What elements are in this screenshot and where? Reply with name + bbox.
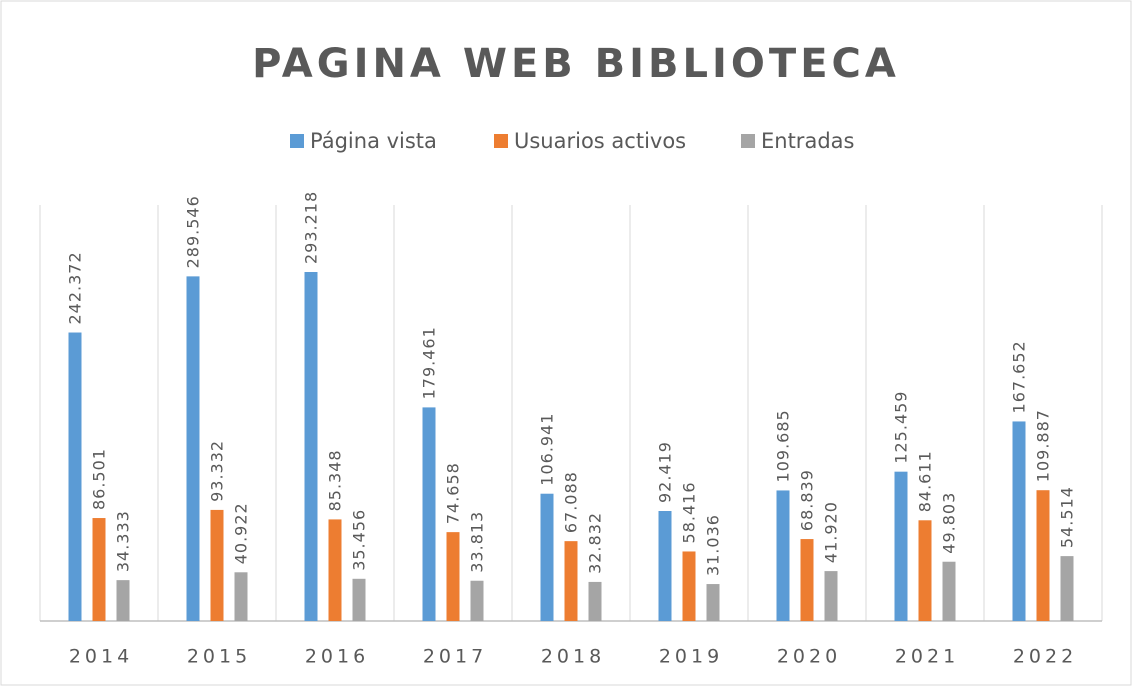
value-label: 125.459 <box>892 391 911 464</box>
bar <box>116 580 130 621</box>
bar <box>894 471 908 621</box>
value-label: 40.922 <box>232 502 251 564</box>
chart-title: PAGINA WEB BIBLIOTECA <box>252 41 900 87</box>
bar <box>1012 421 1026 621</box>
x-tick-label: 2022 <box>1013 646 1077 668</box>
value-label: 67.088 <box>562 471 581 533</box>
bar <box>1060 556 1074 621</box>
bar <box>352 578 366 621</box>
value-label: 289.546 <box>184 195 203 268</box>
legend-label: Usuarios activos <box>514 129 686 153</box>
value-label: 68.839 <box>798 469 817 531</box>
bar <box>588 581 602 621</box>
bar <box>706 584 720 621</box>
bar <box>422 407 436 621</box>
bar <box>564 541 578 621</box>
value-label: 49.803 <box>940 492 959 554</box>
value-label: 74.658 <box>444 462 463 524</box>
bar <box>210 509 224 621</box>
bar <box>942 561 956 621</box>
bar <box>540 493 554 621</box>
legend-label: Página vista <box>310 129 437 153</box>
bar <box>92 518 106 621</box>
bar <box>446 532 460 621</box>
bar <box>304 272 318 621</box>
legend-swatch <box>741 134 755 148</box>
value-label: 33.813 <box>468 511 487 573</box>
value-label: 167.652 <box>1010 340 1029 413</box>
x-tick-label: 2020 <box>777 646 841 668</box>
bar <box>776 490 790 621</box>
value-label: 41.920 <box>822 501 841 563</box>
bar <box>68 332 82 621</box>
value-label: 179.461 <box>420 326 439 399</box>
value-label: 106.941 <box>538 413 557 486</box>
x-tick-label: 2016 <box>305 646 369 668</box>
x-tick-label: 2014 <box>69 646 133 668</box>
value-label: 84.611 <box>916 450 935 512</box>
legend-swatch <box>494 134 508 148</box>
value-label: 58.416 <box>680 481 699 543</box>
bar <box>824 571 838 621</box>
legend-label: Entradas <box>761 129 854 153</box>
value-label: 54.514 <box>1058 486 1077 548</box>
bar <box>800 539 814 621</box>
value-label: 293.218 <box>302 191 321 264</box>
bar <box>234 572 248 621</box>
bar <box>1036 490 1050 621</box>
bar <box>328 519 342 621</box>
value-label: 86.501 <box>90 448 109 510</box>
value-label: 109.887 <box>1034 409 1053 482</box>
bar <box>658 510 672 621</box>
bar <box>682 551 696 621</box>
value-label: 242.372 <box>66 251 85 324</box>
bar <box>470 580 484 621</box>
bar <box>186 276 200 621</box>
x-tick-label: 2019 <box>659 646 723 668</box>
x-tick-label: 2017 <box>423 646 487 668</box>
x-tick-label: 2015 <box>187 646 251 668</box>
x-tick-label: 2018 <box>541 646 605 668</box>
x-tick-label: 2021 <box>895 646 959 668</box>
value-label: 109.685 <box>774 409 793 482</box>
value-label: 85.348 <box>326 449 345 511</box>
value-label: 31.036 <box>704 514 723 576</box>
bar <box>918 520 932 621</box>
value-label: 92.419 <box>656 441 675 503</box>
legend-swatch <box>290 134 304 148</box>
value-label: 35.456 <box>350 509 369 571</box>
value-label: 93.332 <box>208 440 227 502</box>
value-label: 32.832 <box>586 512 605 574</box>
value-label: 34.333 <box>114 510 133 572</box>
